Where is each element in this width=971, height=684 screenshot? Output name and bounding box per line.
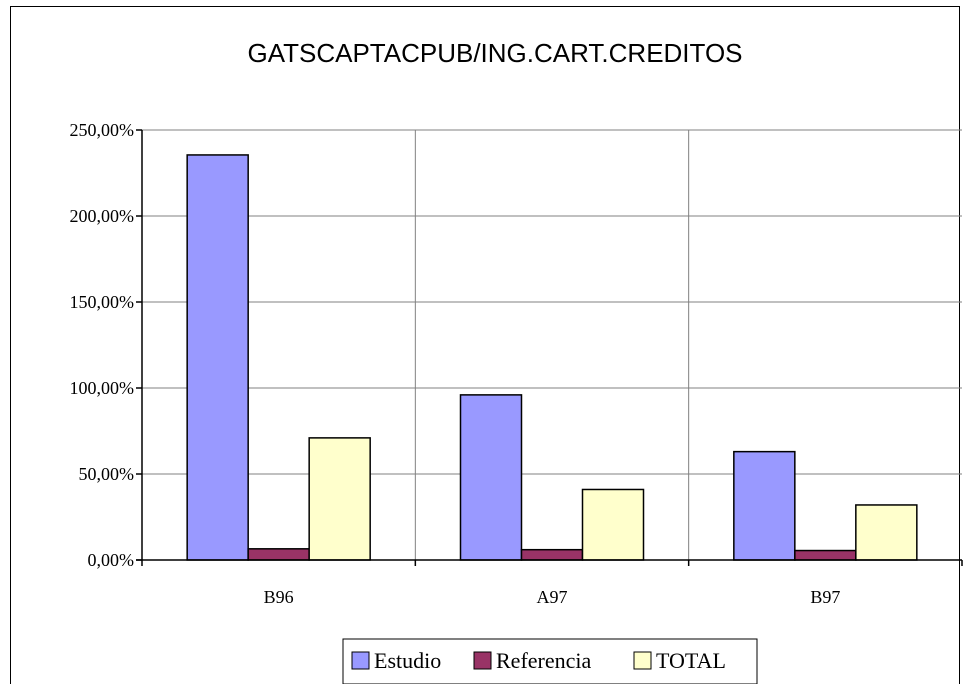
chart-title: GATSCAPTACPUB/ING.CART.CREDITOS	[247, 38, 742, 68]
y-tick-label: 250,00%	[70, 120, 135, 140]
plot-area: 0,00% 50,00% 100,00% 150,00% 200,00% 250,00% B…	[70, 120, 963, 607]
legend-label-estudio: Estudio	[374, 648, 441, 673]
chart-frame	[10, 6, 960, 684]
y-tick-label: 0,00%	[88, 550, 135, 570]
bar-estudio-b96	[186, 154, 249, 561]
bar-total-b96	[308, 437, 371, 561]
bar-estudio-a97	[459, 394, 523, 561]
bar-referencia-b97	[794, 549, 857, 561]
legend-box	[342, 638, 758, 684]
y-tick-label: 150,00%	[70, 292, 135, 312]
x-tick-label: A97	[537, 587, 568, 607]
legend-label-total: TOTAL	[656, 648, 726, 673]
legend-swatch-referencia	[473, 651, 492, 670]
x-tick-label: B97	[810, 587, 840, 607]
y-tick-label: 100,00%	[70, 378, 135, 398]
legend-label-referencia: Referencia	[496, 648, 591, 673]
bar-total-b97	[855, 504, 918, 561]
legend-swatch-total	[633, 651, 652, 670]
y-tick-label: 50,00%	[79, 464, 135, 484]
bar-total-a97	[581, 488, 645, 561]
bar-estudio-b97	[733, 450, 796, 561]
legend: Estudio Referencia TOTAL	[342, 638, 758, 684]
bar-referencia-b96	[247, 548, 310, 561]
x-tick-label: B96	[264, 587, 294, 607]
legend-swatch-estudio	[351, 651, 370, 670]
y-tick-label: 200,00%	[70, 206, 135, 226]
bar-referencia-a97	[520, 548, 584, 561]
